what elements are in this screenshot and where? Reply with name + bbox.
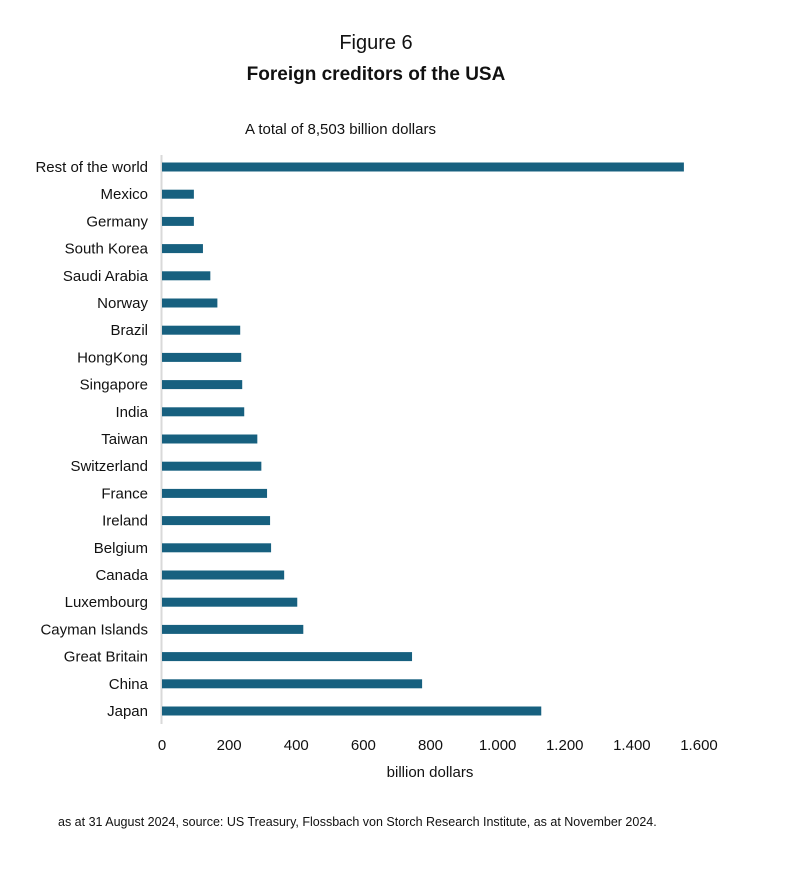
bar-belgium [162,543,272,553]
bar-great-britain [162,652,413,662]
bar-chart: Rest of the world Mexico Germany South Kore… [35,155,718,781]
bar-hongkong [162,352,242,362]
x-tick-label: 1.600 [680,737,718,754]
bar-saudi-arabia [162,271,211,281]
bar-japan [162,706,542,716]
x-tick-label: 1.000 [479,737,517,754]
bar-south-korea [162,244,203,254]
category-label: Canada [95,567,148,584]
bar-norway [162,298,218,308]
chart-title: Foreign creditors of the USA [246,64,506,85]
figure-number: Figure 6 [339,32,413,54]
x-tick-label: 1.400 [613,737,651,754]
bar-singapore [162,380,243,390]
bar-canada [162,570,285,580]
x-tick-label: 600 [351,737,376,754]
category-label: Brazil [110,322,148,339]
category-label: Taiwan [101,431,148,448]
category-label: Luxembourg [65,594,148,611]
x-tick-label: 0 [158,737,166,754]
category-label: Norway [97,295,148,312]
category-label: Mexico [100,186,148,203]
bar-china [162,679,423,689]
bar-mexico [162,189,194,199]
bar-cayman-islands [162,624,304,634]
bar-rest-of-the-world [162,162,684,172]
bar-germany [162,216,194,226]
x-tick-label: 1.200 [546,737,584,754]
category-label: Saudi Arabia [63,268,149,285]
category-label: Rest of the world [35,159,148,176]
category-label: China [109,676,149,693]
category-label: Switzerland [70,458,148,475]
bar-ireland [162,516,271,526]
bar-france [162,488,268,498]
x-tick-label: 800 [418,737,443,754]
category-label: South Korea [65,241,149,258]
category-label: Belgium [94,540,148,557]
category-label: HongKong [77,349,148,366]
bar-switzerland [162,461,262,471]
bar-taiwan [162,434,258,444]
x-axis-label: billion dollars [387,764,474,781]
bar-brazil [162,325,241,335]
category-label: Germany [86,213,148,230]
category-label: Japan [107,703,148,720]
category-label: Great Britain [64,649,148,666]
bar-india [162,407,245,417]
category-label: Ireland [102,513,148,530]
category-label: Singapore [80,377,148,394]
category-label: India [115,404,148,421]
x-tick-label: 200 [217,737,242,754]
bar-luxembourg [162,597,298,607]
category-label: France [101,485,148,502]
category-label: Cayman Islands [40,621,148,638]
chart-annotation: A total of 8,503 billion dollars [245,121,436,138]
footnote: as at 31 August 2024, source: US Treasur… [58,815,657,829]
x-tick-label: 400 [284,737,309,754]
